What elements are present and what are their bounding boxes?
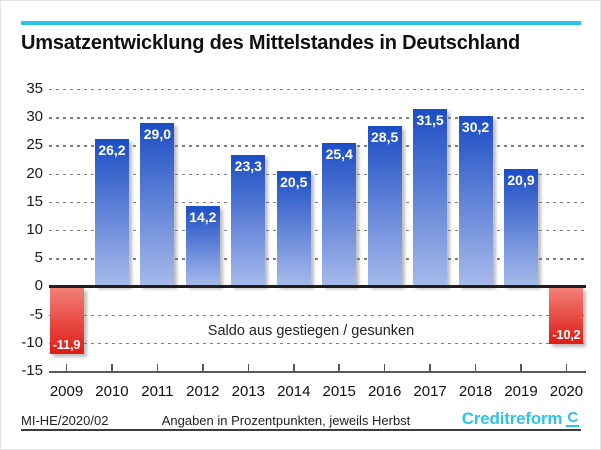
y-axis-tick-label: 30 <box>26 108 43 126</box>
bar-2017: 31,5 <box>413 108 448 287</box>
gridline <box>49 117 586 119</box>
x-axis-year-label: 2020 <box>549 383 584 400</box>
x-axis-tick <box>111 364 113 371</box>
bar-2020: -10,2 <box>549 287 584 344</box>
page-title: Umsatzentwicklung des Mittelstandes in D… <box>21 32 520 54</box>
bar-value-label: 29,0 <box>143 125 172 142</box>
bar-value-label: 14,2 <box>189 209 217 226</box>
x-axis-year-label: 2009 <box>49 383 84 400</box>
y-axis-tick-label: 5 <box>34 249 43 267</box>
x-axis-tick <box>474 364 477 371</box>
bar-2016: 28,5 <box>367 125 402 287</box>
zero-baseline <box>49 285 586 288</box>
bar-2010: 26,2 <box>94 138 129 287</box>
x-axis-year-label: 2010 <box>95 383 129 400</box>
creditreform-logo: Creditreform C <box>462 409 579 429</box>
bar-2013: 23,3 <box>231 154 266 287</box>
x-axis-tick <box>156 364 159 371</box>
bar-value-label: 25,4 <box>325 146 353 163</box>
gridline <box>49 314 586 316</box>
bar-value-label: 26,2 <box>98 141 126 158</box>
y-axis-tick-label: 20 <box>26 164 43 182</box>
creditreform-c-icon: C <box>566 409 579 427</box>
bar-2009: -11,9 <box>49 287 84 354</box>
footer-rule <box>21 429 581 432</box>
x-axis-year-label: 2012 <box>186 383 220 400</box>
accent-top-rule <box>21 21 581 25</box>
x-axis-tick <box>429 364 431 371</box>
gridline <box>49 342 586 345</box>
document-reference: MI-HE/2020/02 <box>21 413 109 428</box>
y-axis-tick-label: 15 <box>26 192 43 210</box>
bar-value-label: -11,9 <box>52 336 81 352</box>
gridline <box>49 89 586 91</box>
y-axis-tick-label: -5 <box>29 305 43 323</box>
x-axis-year-label: 2011 <box>141 383 174 400</box>
bar-value-label: -10,2 <box>552 326 581 342</box>
x-axis-year-label: 2017 <box>413 383 447 400</box>
y-axis-tick-label: 10 <box>26 221 43 238</box>
x-axis-tick <box>565 364 568 371</box>
bar-value-label: 20,9 <box>507 171 535 188</box>
y-axis-tick-label: 35 <box>26 80 43 97</box>
x-axis-year-label: 2015 <box>322 383 356 400</box>
bar-2014: 20,5 <box>276 170 311 287</box>
x-axis-tick <box>65 364 68 371</box>
bar-value-label: 20,5 <box>280 173 308 190</box>
y-axis-tick-label: -10 <box>21 333 43 351</box>
bar-value-label: 31,5 <box>416 111 444 128</box>
bar-value-label: 23,3 <box>234 157 262 174</box>
gridline <box>49 145 586 147</box>
x-axis-tick <box>202 364 204 371</box>
x-axis-year-label: 2013 <box>231 383 265 400</box>
x-axis-year-label: 2016 <box>367 383 402 400</box>
x-axis-line <box>49 371 586 373</box>
chart-annotation: Saldo aus gestiegen / gesunken <box>207 323 415 339</box>
x-axis-tick <box>383 364 386 371</box>
gridline <box>49 230 586 232</box>
x-axis-tick <box>338 364 340 371</box>
x-axis-tick <box>247 364 250 371</box>
footer-note: Angaben in Prozentpunkten, jeweils Herbs… <box>161 413 411 428</box>
x-axis-year-label: 2018 <box>458 383 493 400</box>
gridline <box>49 173 586 175</box>
brand-name: Creditreform <box>461 409 563 428</box>
bar-2019: 20,9 <box>504 168 538 287</box>
x-axis-tick <box>292 364 295 371</box>
y-axis-tick-label: 25 <box>26 136 43 154</box>
gridline <box>49 201 586 204</box>
bar-2015: 25,4 <box>322 143 357 287</box>
y-axis-tick-label: 0 <box>34 277 43 295</box>
gridline <box>49 258 586 260</box>
y-axis-tick-label: -15 <box>21 362 43 379</box>
x-axis-year-label: 2019 <box>504 383 538 400</box>
bar-2012: 14,2 <box>185 206 220 287</box>
bar-2011: 29,0 <box>140 122 175 287</box>
bar-2018: 30,2 <box>458 116 493 287</box>
x-axis-tick <box>520 364 522 371</box>
bar-value-label: 30,2 <box>461 119 490 136</box>
x-axis-year-label: 2014 <box>277 383 311 400</box>
bar-value-label: 28,5 <box>371 128 399 145</box>
